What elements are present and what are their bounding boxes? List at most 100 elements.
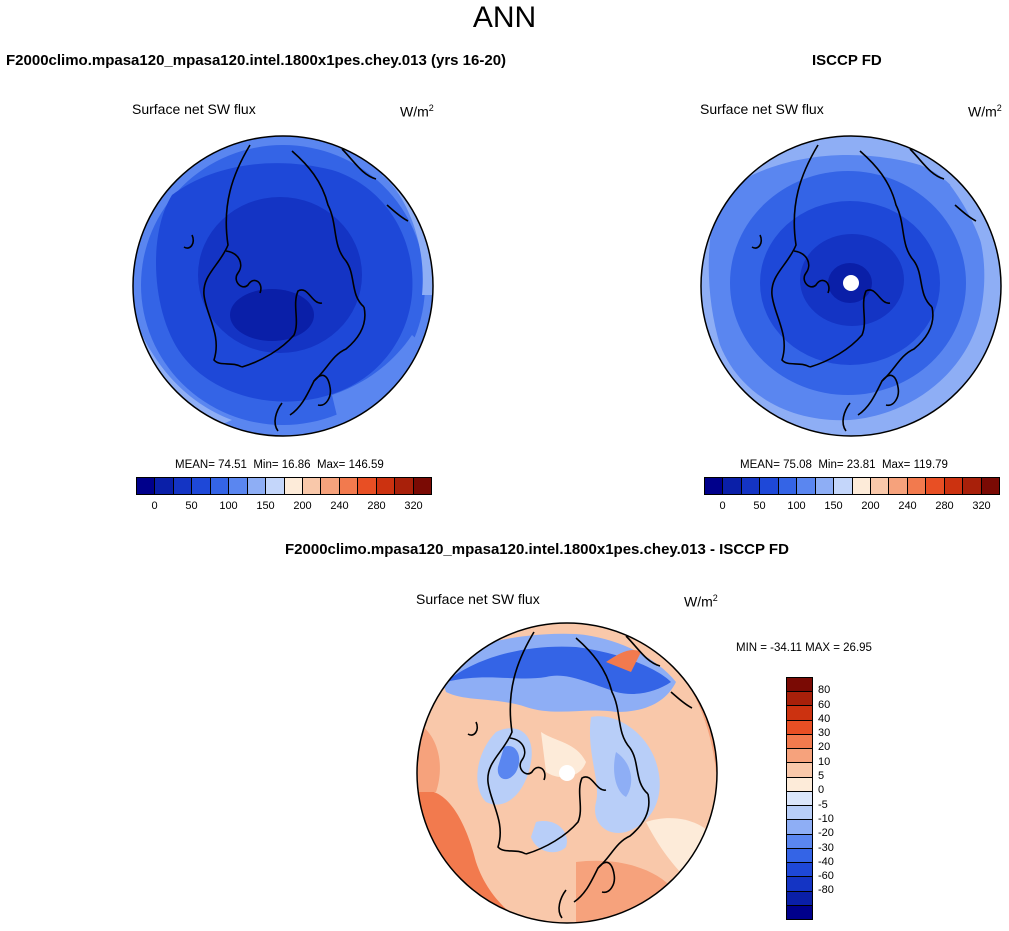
colorbar-swatch [787,820,812,835]
colorbar-swatch [358,478,377,494]
main-title: ANN [472,1,537,34]
colorbar-swatch [741,478,761,494]
colorbar-swatch [705,478,724,494]
colorbar-tick-label: 5 [818,770,825,783]
colorbar-swatch [778,478,798,494]
colorbar-swatch [797,478,816,494]
colorbar-swatch [889,478,908,494]
left-colorbar [136,477,432,495]
colorbar-tick-label: -20 [818,827,834,840]
colorbar-swatch [787,777,812,792]
colorbar-swatch [723,478,742,494]
colorbar-swatch [266,478,285,494]
colorbar-tick-label: 0 [719,500,726,512]
right-variable-label: Surface net SW flux [700,101,824,117]
colorbar-swatch [787,720,812,735]
colorbar-swatch [926,478,945,494]
colorbar-tick-label: 100 [787,500,806,512]
colorbar-tick-label: 30 [818,727,831,740]
colorbar-tick-label: 0 [151,500,158,512]
colorbar-tick-label: 320 [972,500,991,512]
colorbar-swatch [787,678,812,693]
colorbar-tick-label: -80 [818,884,834,897]
colorbar-swatch [834,478,853,494]
right-stats: MEAN= 75.08 Min= 23.81 Max= 119.79 [740,459,948,471]
colorbar-tick-label: 0 [818,784,825,797]
left-panel-title: F2000climo.mpasa120_mpasa120.intel.1800x… [6,52,507,69]
colorbar-swatch [787,891,812,906]
colorbar-tick-label: 50 [185,500,198,512]
colorbar-tick-label: 200 [293,500,312,512]
colorbar-swatch [787,863,812,878]
colorbar-swatch [787,905,812,919]
colorbar-tick-label: 240 [898,500,917,512]
colorbar-tick-label: 280 [367,500,386,512]
diff-variable-label: Surface net SW flux [416,591,540,607]
colorbar-swatch [963,478,982,494]
left-stats: MEAN= 74.51 Min= 16.86 Max= 146.59 [175,459,384,471]
colorbar-tick-label: 320 [404,500,423,512]
colorbar-swatch [787,749,812,764]
colorbar-swatch [155,478,174,494]
colorbar-tick-label: 50 [753,500,766,512]
colorbar-swatch [944,478,964,494]
colorbar-swatch [787,834,812,849]
colorbar-tick-label: 240 [330,500,349,512]
colorbar-swatch [981,478,999,494]
colorbar-swatch [787,734,812,750]
colorbar-swatch [321,478,340,494]
colorbar-swatch [815,478,835,494]
colorbar-swatch [210,478,230,494]
colorbar-swatch [787,706,812,721]
colorbar-swatch [870,478,890,494]
colorbar-tick-label: 10 [818,755,831,768]
colorbar-swatch [137,478,156,494]
colorbar-tick-label: -40 [818,855,834,868]
colorbar-tick-label: 150 [824,500,843,512]
left-units-label: W/m2 [400,103,434,120]
diff-polar-map [416,622,718,924]
colorbar-tick-label: 200 [861,500,880,512]
right-panel-title: ISCCP FD [812,52,882,69]
diff-colorbar [786,677,813,920]
colorbar-swatch [413,478,431,494]
colorbar-swatch [284,478,303,494]
colorbar-swatch [760,478,779,494]
colorbar-swatch [173,478,193,494]
colorbar-swatch [302,478,322,494]
right-polar-map [700,135,1002,437]
colorbar-swatch [907,478,927,494]
colorbar-swatch [395,478,414,494]
colorbar-tick-label: -30 [818,841,834,854]
right-units-label: W/m2 [968,103,1002,120]
colorbar-swatch [787,791,812,807]
colorbar-swatch [787,806,812,821]
diff-colorbar-ticks: 80 60 40 30 20 10 5 0 -5 -10 -20 -30 -40 -60 -80 [818,677,848,920]
diff-units-label: W/m2 [684,593,718,610]
right-colorbar-ticks: 0 50 100 150 200 240 280 320 [704,500,1000,514]
colorbar-swatch [852,478,871,494]
colorbar-tick-label: 280 [935,500,954,512]
colorbar-tick-label: -5 [818,798,828,811]
diff-panel-title: F2000climo.mpasa120_mpasa120.intel.1800x… [285,541,789,558]
colorbar-swatch [787,763,812,778]
colorbar-swatch [787,877,812,892]
colorbar-tick-label: 20 [818,741,831,754]
colorbar-tick-label: 100 [219,500,238,512]
colorbar-tick-label: 150 [256,500,275,512]
colorbar-swatch [339,478,359,494]
colorbar-swatch [376,478,396,494]
colorbar-tick-label: 40 [818,712,831,725]
colorbar-swatch [787,692,812,707]
colorbar-swatch [787,848,812,864]
colorbar-tick-label: -10 [818,812,834,825]
colorbar-swatch [229,478,248,494]
colorbar-tick-label: 80 [818,684,831,697]
right-colorbar [704,477,1000,495]
colorbar-tick-label: -60 [818,870,834,883]
colorbar-swatch [247,478,267,494]
left-polar-map [132,135,434,437]
colorbar-tick-label: 60 [818,698,831,711]
colorbar-swatch [192,478,211,494]
left-variable-label: Surface net SW flux [132,101,256,117]
